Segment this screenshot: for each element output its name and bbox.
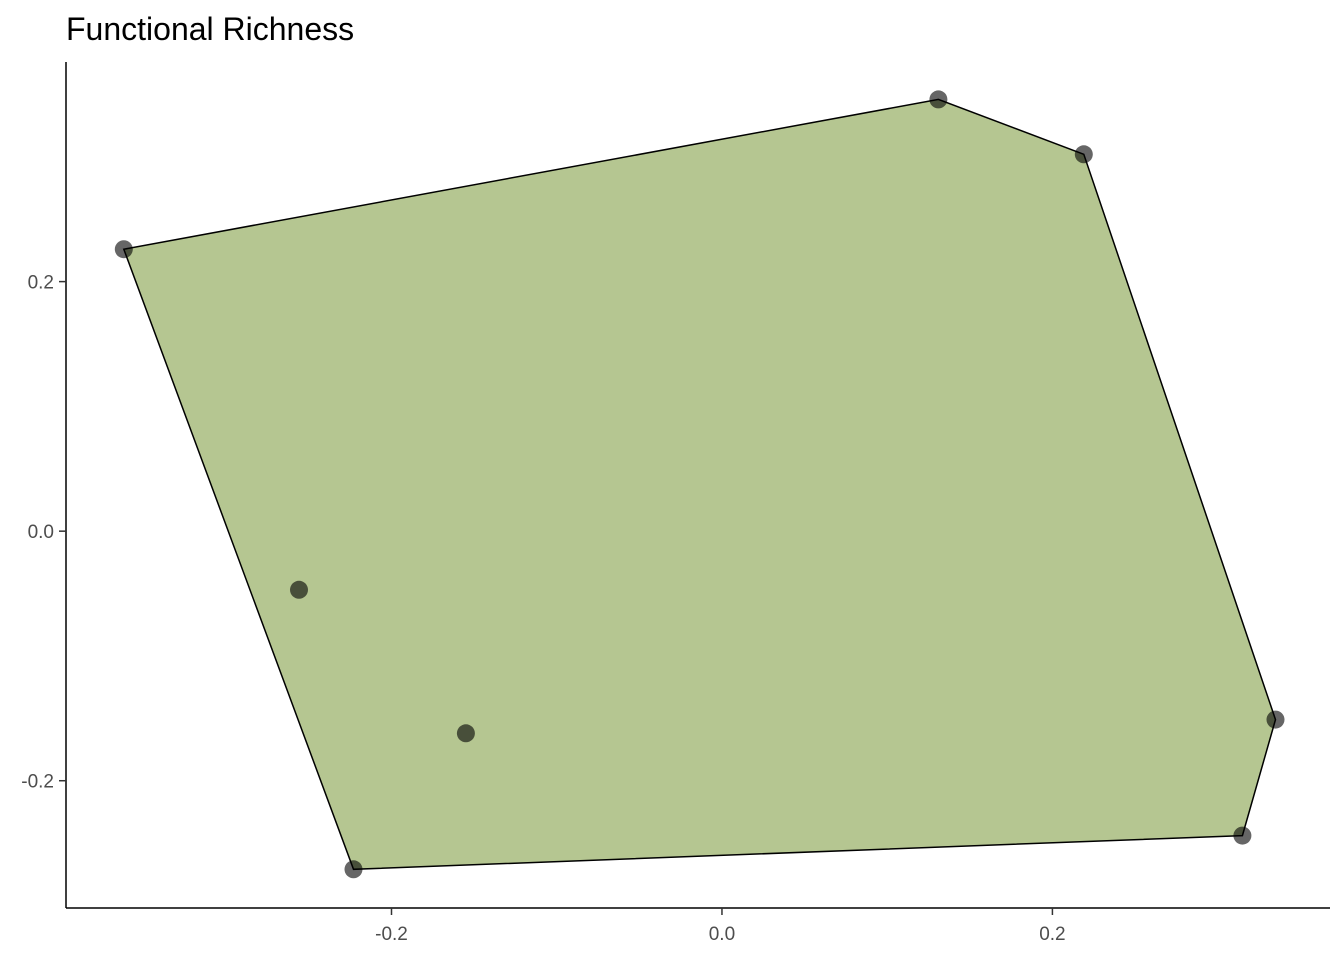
data-point-3: [1074, 145, 1093, 164]
data-point-2: [929, 90, 948, 109]
data-point-5: [1233, 826, 1252, 845]
y-tick-label: -0.2: [21, 772, 54, 793]
axis-ticks: -0.2 0.0 0.2 -0.2 0.0 0.2: [21, 273, 1065, 945]
plot-area: [114, 90, 1285, 879]
x-tick-label: 0.2: [1039, 924, 1065, 945]
data-point-8: [456, 724, 475, 743]
chart-title: Functional Richness: [66, 11, 354, 47]
data-point-4: [1266, 710, 1285, 729]
y-tick-label: 0.2: [28, 273, 54, 294]
y-tick-label: 0.0: [28, 522, 54, 543]
x-tick-label: -0.2: [375, 924, 408, 945]
data-point-1: [114, 240, 133, 259]
x-tick-label: 0.0: [709, 924, 735, 945]
data-point-7: [290, 580, 308, 599]
convex-hull-polygon: [122, 98, 1277, 871]
data-point-6: [344, 860, 363, 879]
